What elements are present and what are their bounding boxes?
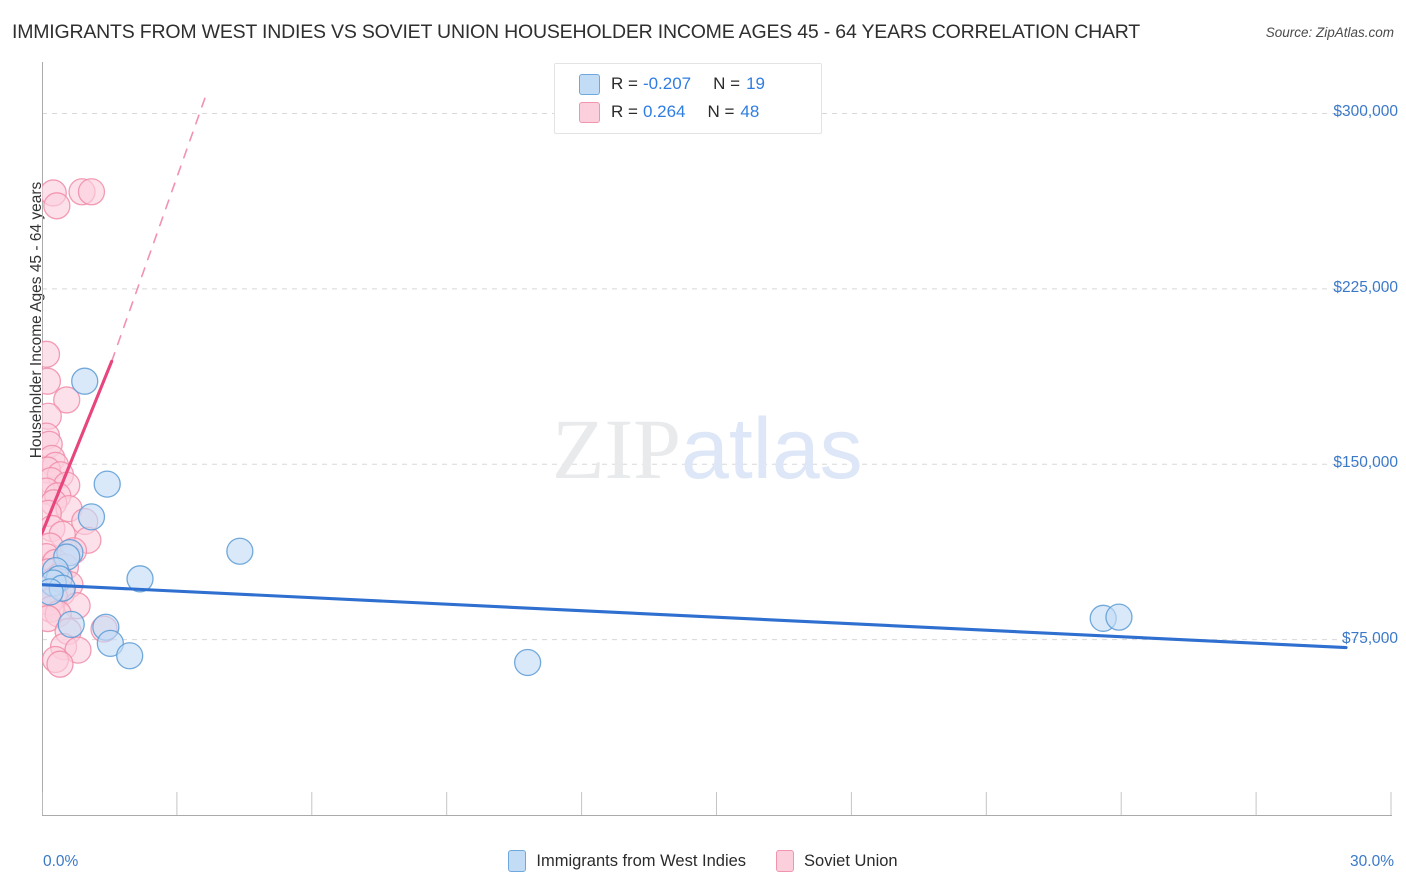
trendline	[42, 583, 1348, 650]
data-point[interactable]	[57, 610, 85, 639]
y-tick-label: $75,000	[1341, 629, 1398, 647]
n-value-blue: 19	[746, 74, 765, 93]
data-point[interactable]	[77, 178, 106, 206]
data-point[interactable]	[126, 565, 154, 593]
series-legend-item-west-indies[interactable]: Immigrants from West Indies	[508, 850, 746, 872]
x-axis-min-label: 0.0%	[43, 853, 79, 870]
data-point[interactable]	[43, 192, 71, 220]
series-swatch-pink-icon	[776, 850, 795, 872]
trendline	[42, 359, 114, 535]
correlation-row-blue: R = -0.207 N = 19	[555, 70, 821, 98]
n-label-pink: N =	[707, 102, 735, 121]
data-point[interactable]	[53, 386, 81, 414]
legend-swatch-pink-icon	[579, 101, 600, 123]
legend-swatch-blue-icon	[579, 73, 600, 95]
series-legend: Immigrants from West Indies Soviet Union	[0, 850, 1406, 872]
y-tick-label: $150,000	[1333, 454, 1398, 472]
data-point[interactable]	[42, 578, 64, 606]
page-title: IMMIGRANTS FROM WEST INDIES VS SOVIET UN…	[12, 21, 1141, 43]
n-value-pink: 48	[740, 102, 760, 121]
r-label-pink: R =	[611, 102, 638, 121]
data-point[interactable]	[42, 367, 62, 395]
series-legend-item-soviet-union[interactable]: Soviet Union	[776, 850, 898, 872]
data-point[interactable]	[513, 648, 542, 677]
r-value-pink: 0.264	[642, 102, 686, 121]
data-point[interactable]	[77, 503, 106, 531]
data-point[interactable]	[71, 367, 99, 395]
data-point[interactable]	[116, 642, 144, 670]
trendline-extension	[110, 93, 207, 363]
series-points	[42, 367, 1133, 677]
y-tick-label: $225,000	[1333, 278, 1398, 296]
correlation-legend: R = -0.207 N = 19 R = 0.264 N = 48	[554, 63, 822, 134]
n-label-blue: N =	[713, 74, 741, 93]
series-legend-label-soviet-union: Soviet Union	[804, 851, 898, 870]
data-point[interactable]	[226, 537, 254, 565]
data-point[interactable]	[46, 650, 74, 678]
scatter-plot-svg	[42, 62, 1392, 816]
series-swatch-blue-icon	[508, 850, 527, 872]
data-point[interactable]	[96, 629, 124, 658]
r-value-blue: -0.207	[642, 74, 692, 93]
source-label: Source: ZipAtlas.com	[1265, 25, 1394, 40]
x-axis-max-label: 30.0%	[1350, 853, 1394, 870]
y-tick-label: $300,000	[1333, 103, 1398, 121]
plot-area	[42, 62, 1392, 837]
correlation-row-pink: R = 0.264 N = 48	[555, 98, 821, 126]
data-point[interactable]	[42, 340, 61, 368]
data-point[interactable]	[93, 470, 121, 498]
r-label-blue: R =	[611, 74, 638, 93]
data-point[interactable]	[1105, 603, 1133, 631]
series-legend-label-west-indies: Immigrants from West Indies	[536, 851, 747, 870]
